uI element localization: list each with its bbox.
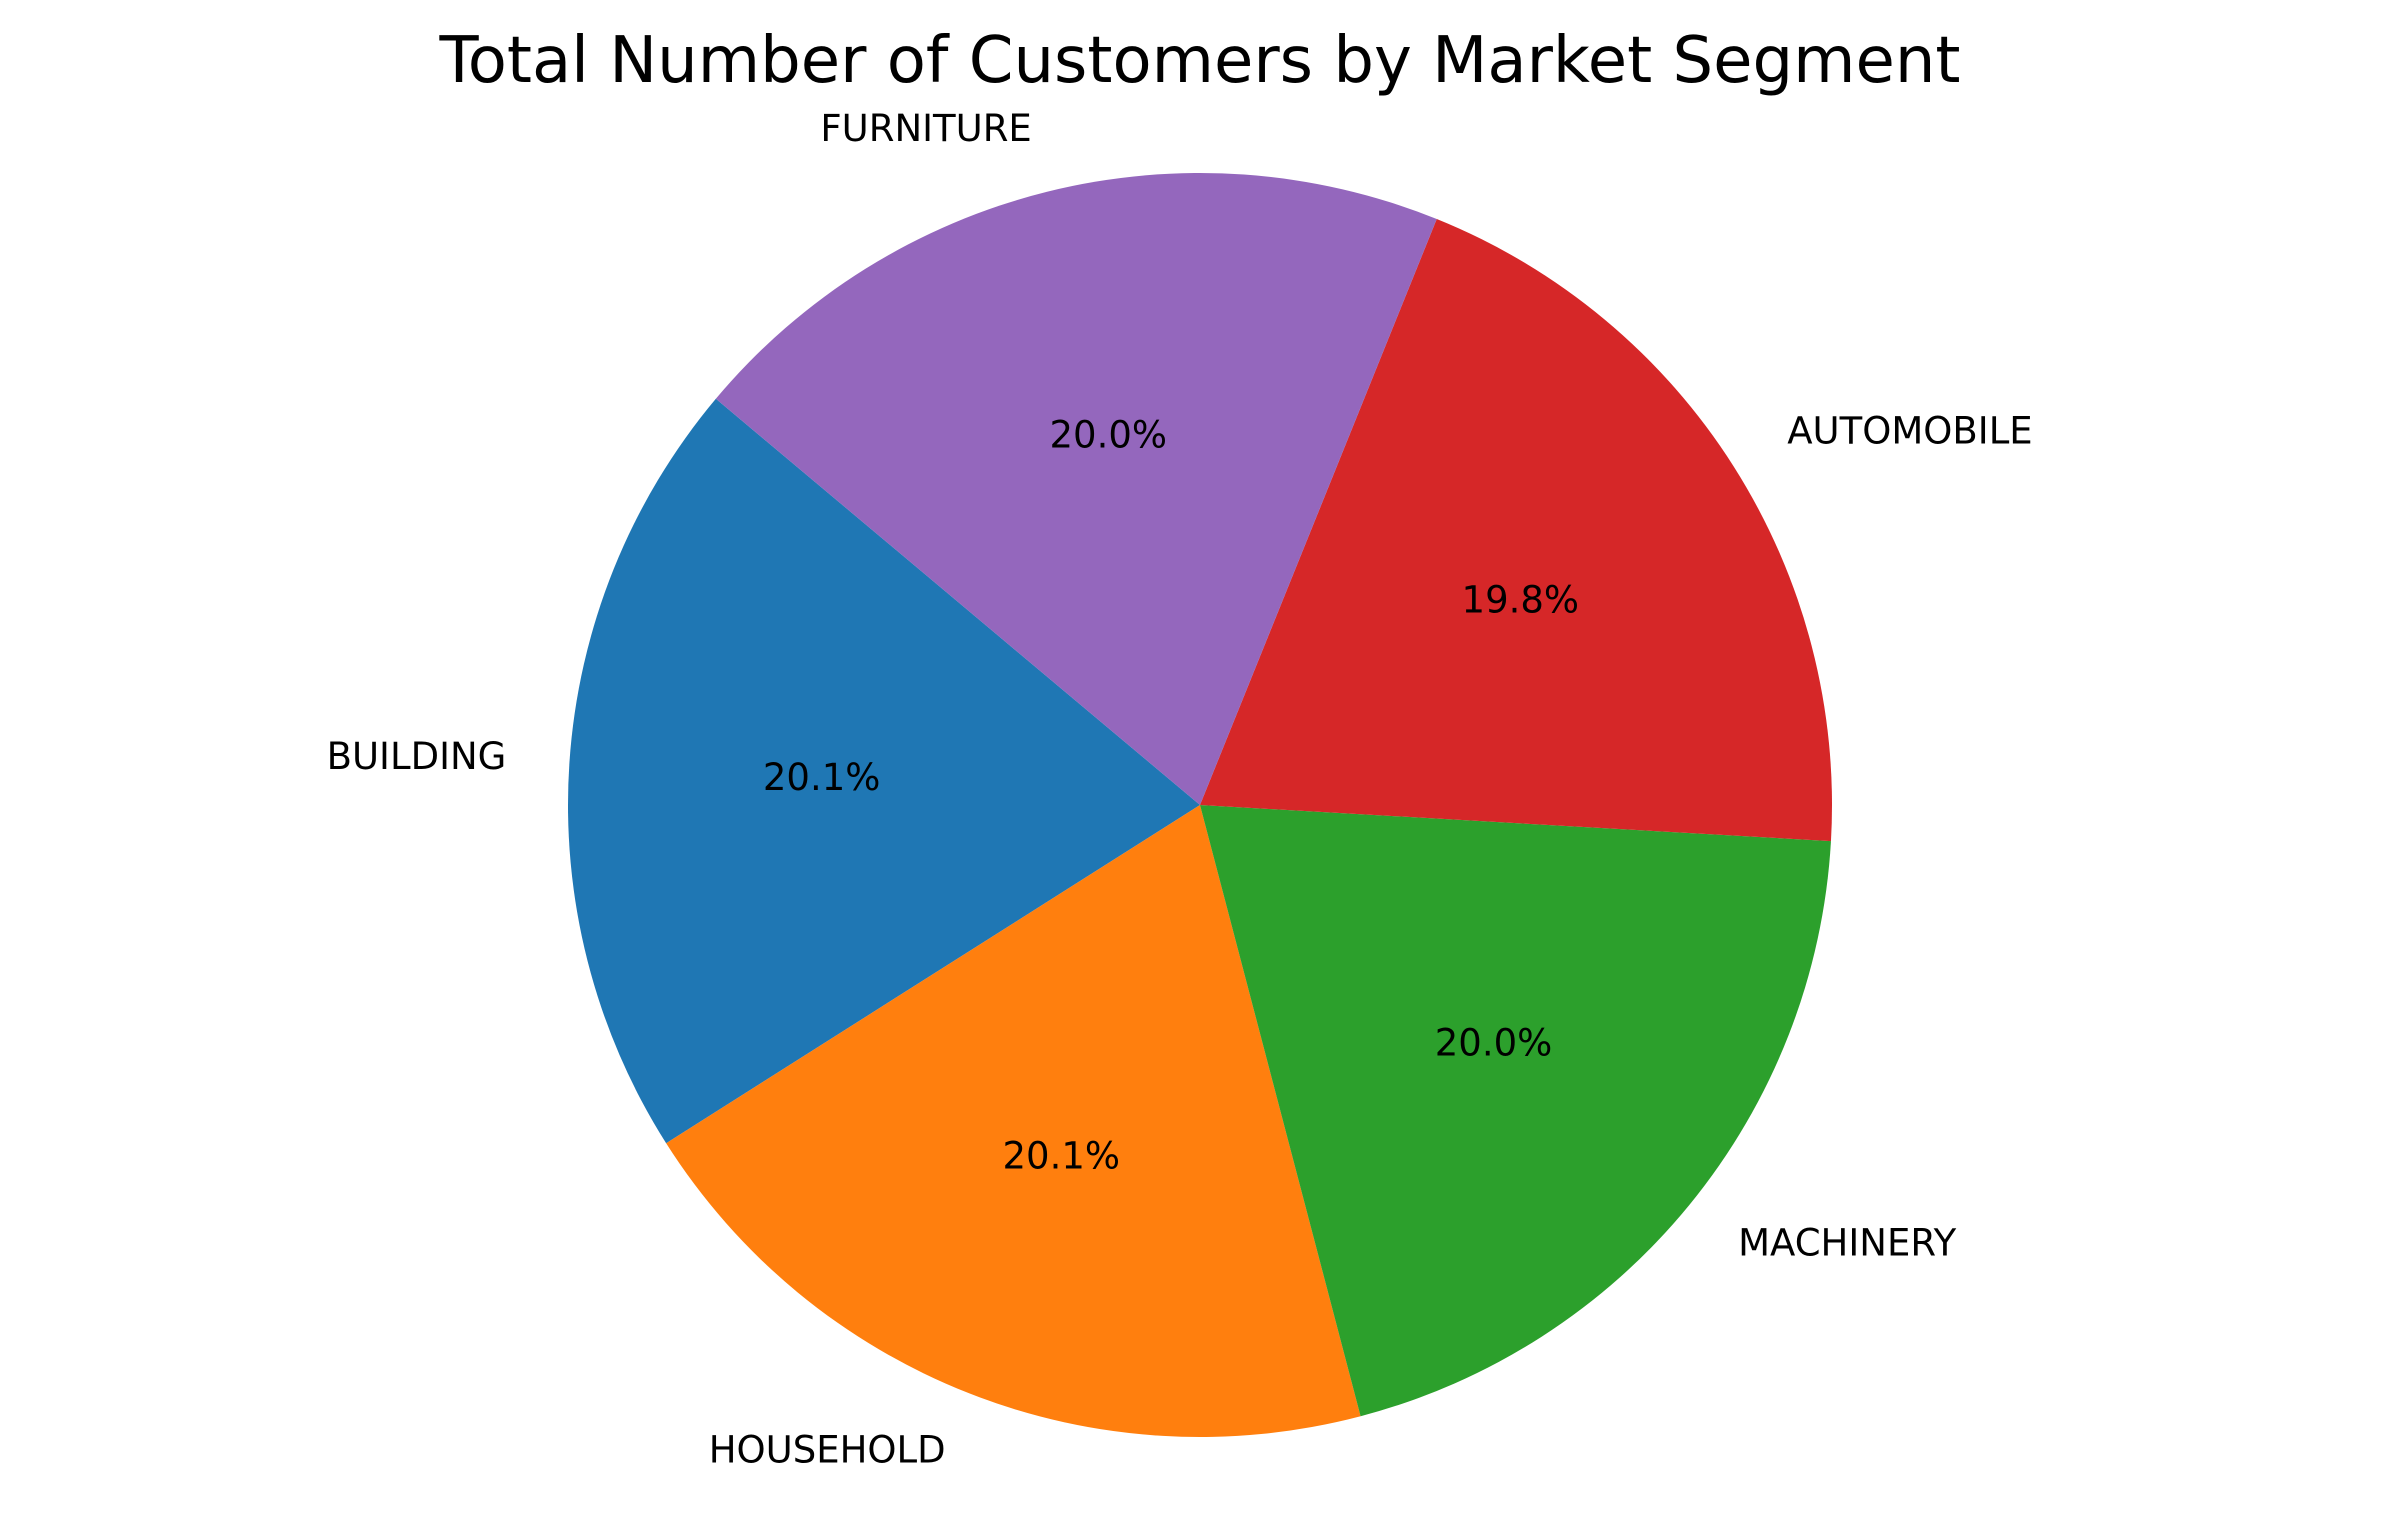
slice-label-furniture: FURNITURE: [820, 107, 1031, 150]
slice-percent-furniture: 20.0%: [1049, 414, 1167, 457]
chart-title: Total Number of Customers by Market Segm…: [438, 24, 1960, 98]
pie-slice-building: [568, 398, 1200, 1144]
slice-label-building: BUILDING: [327, 735, 507, 778]
slice-percent-building: 20.1%: [763, 756, 881, 799]
pie-labels: BUILDING 20.1% HOUSEHOLD 20.1% MACHINERY 20.0…: [327, 107, 2033, 1472]
pie-slice-machinery: [1200, 805, 1831, 1417]
pie-slice-household: [666, 805, 1361, 1438]
slice-label-machinery: MACHINERY: [1738, 1222, 1957, 1265]
pie-slice-automobile: [1200, 219, 1833, 842]
pie-slices: [568, 173, 1833, 1438]
slice-percent-automobile: 19.8%: [1462, 579, 1580, 622]
slice-label-automobile: AUTOMOBILE: [1787, 409, 2032, 452]
slice-percent-household: 20.1%: [1002, 1134, 1120, 1177]
slice-label-household: HOUSEHOLD: [709, 1429, 946, 1472]
pie-slice-furniture: [715, 173, 1437, 805]
slice-percent-machinery: 20.0%: [1435, 1022, 1553, 1065]
